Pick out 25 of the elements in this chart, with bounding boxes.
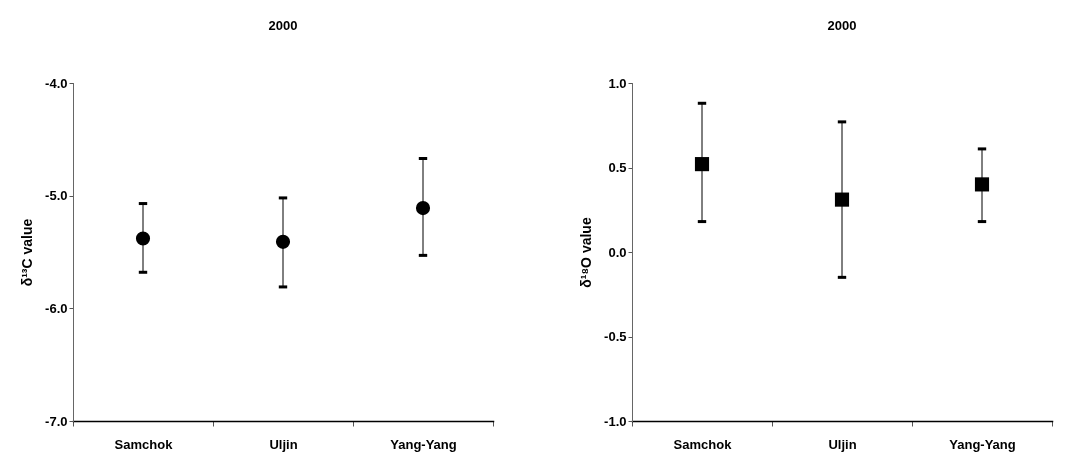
y-tick-label: -6.0 (45, 300, 68, 316)
x-tick-label: Samchok (114, 436, 174, 452)
x-tick-label: Samchok (673, 436, 733, 452)
point (694, 157, 710, 172)
y-axis-title: δ¹⁸O value (578, 217, 595, 288)
y-tick-label: -1.0 (604, 413, 627, 429)
point (275, 234, 291, 249)
point (415, 201, 431, 216)
x-tick-label: Uljin (828, 436, 857, 452)
x-tick-label: Yang-Yang (949, 436, 1016, 452)
x-tick-label: Yang-Yang (390, 436, 457, 452)
point (974, 177, 990, 192)
y-tick-label: 1.0 (608, 75, 627, 91)
y-axis-title: δ¹³C value (19, 218, 36, 287)
y-tick-label: 0.0 (608, 244, 627, 260)
chart-title: 2000 (827, 18, 857, 33)
point (135, 231, 151, 246)
y-tick-label: 0.5 (608, 160, 627, 175)
x-tick-label: Uljin (269, 436, 298, 452)
point (834, 192, 850, 207)
chart-title: 2000 (268, 18, 298, 33)
y-tick-label: -4.0 (45, 75, 68, 91)
y-tick-label: -7.0 (45, 413, 68, 429)
y-tick-label: -0.5 (604, 329, 627, 344)
y-tick-label: -5.0 (45, 188, 68, 204)
